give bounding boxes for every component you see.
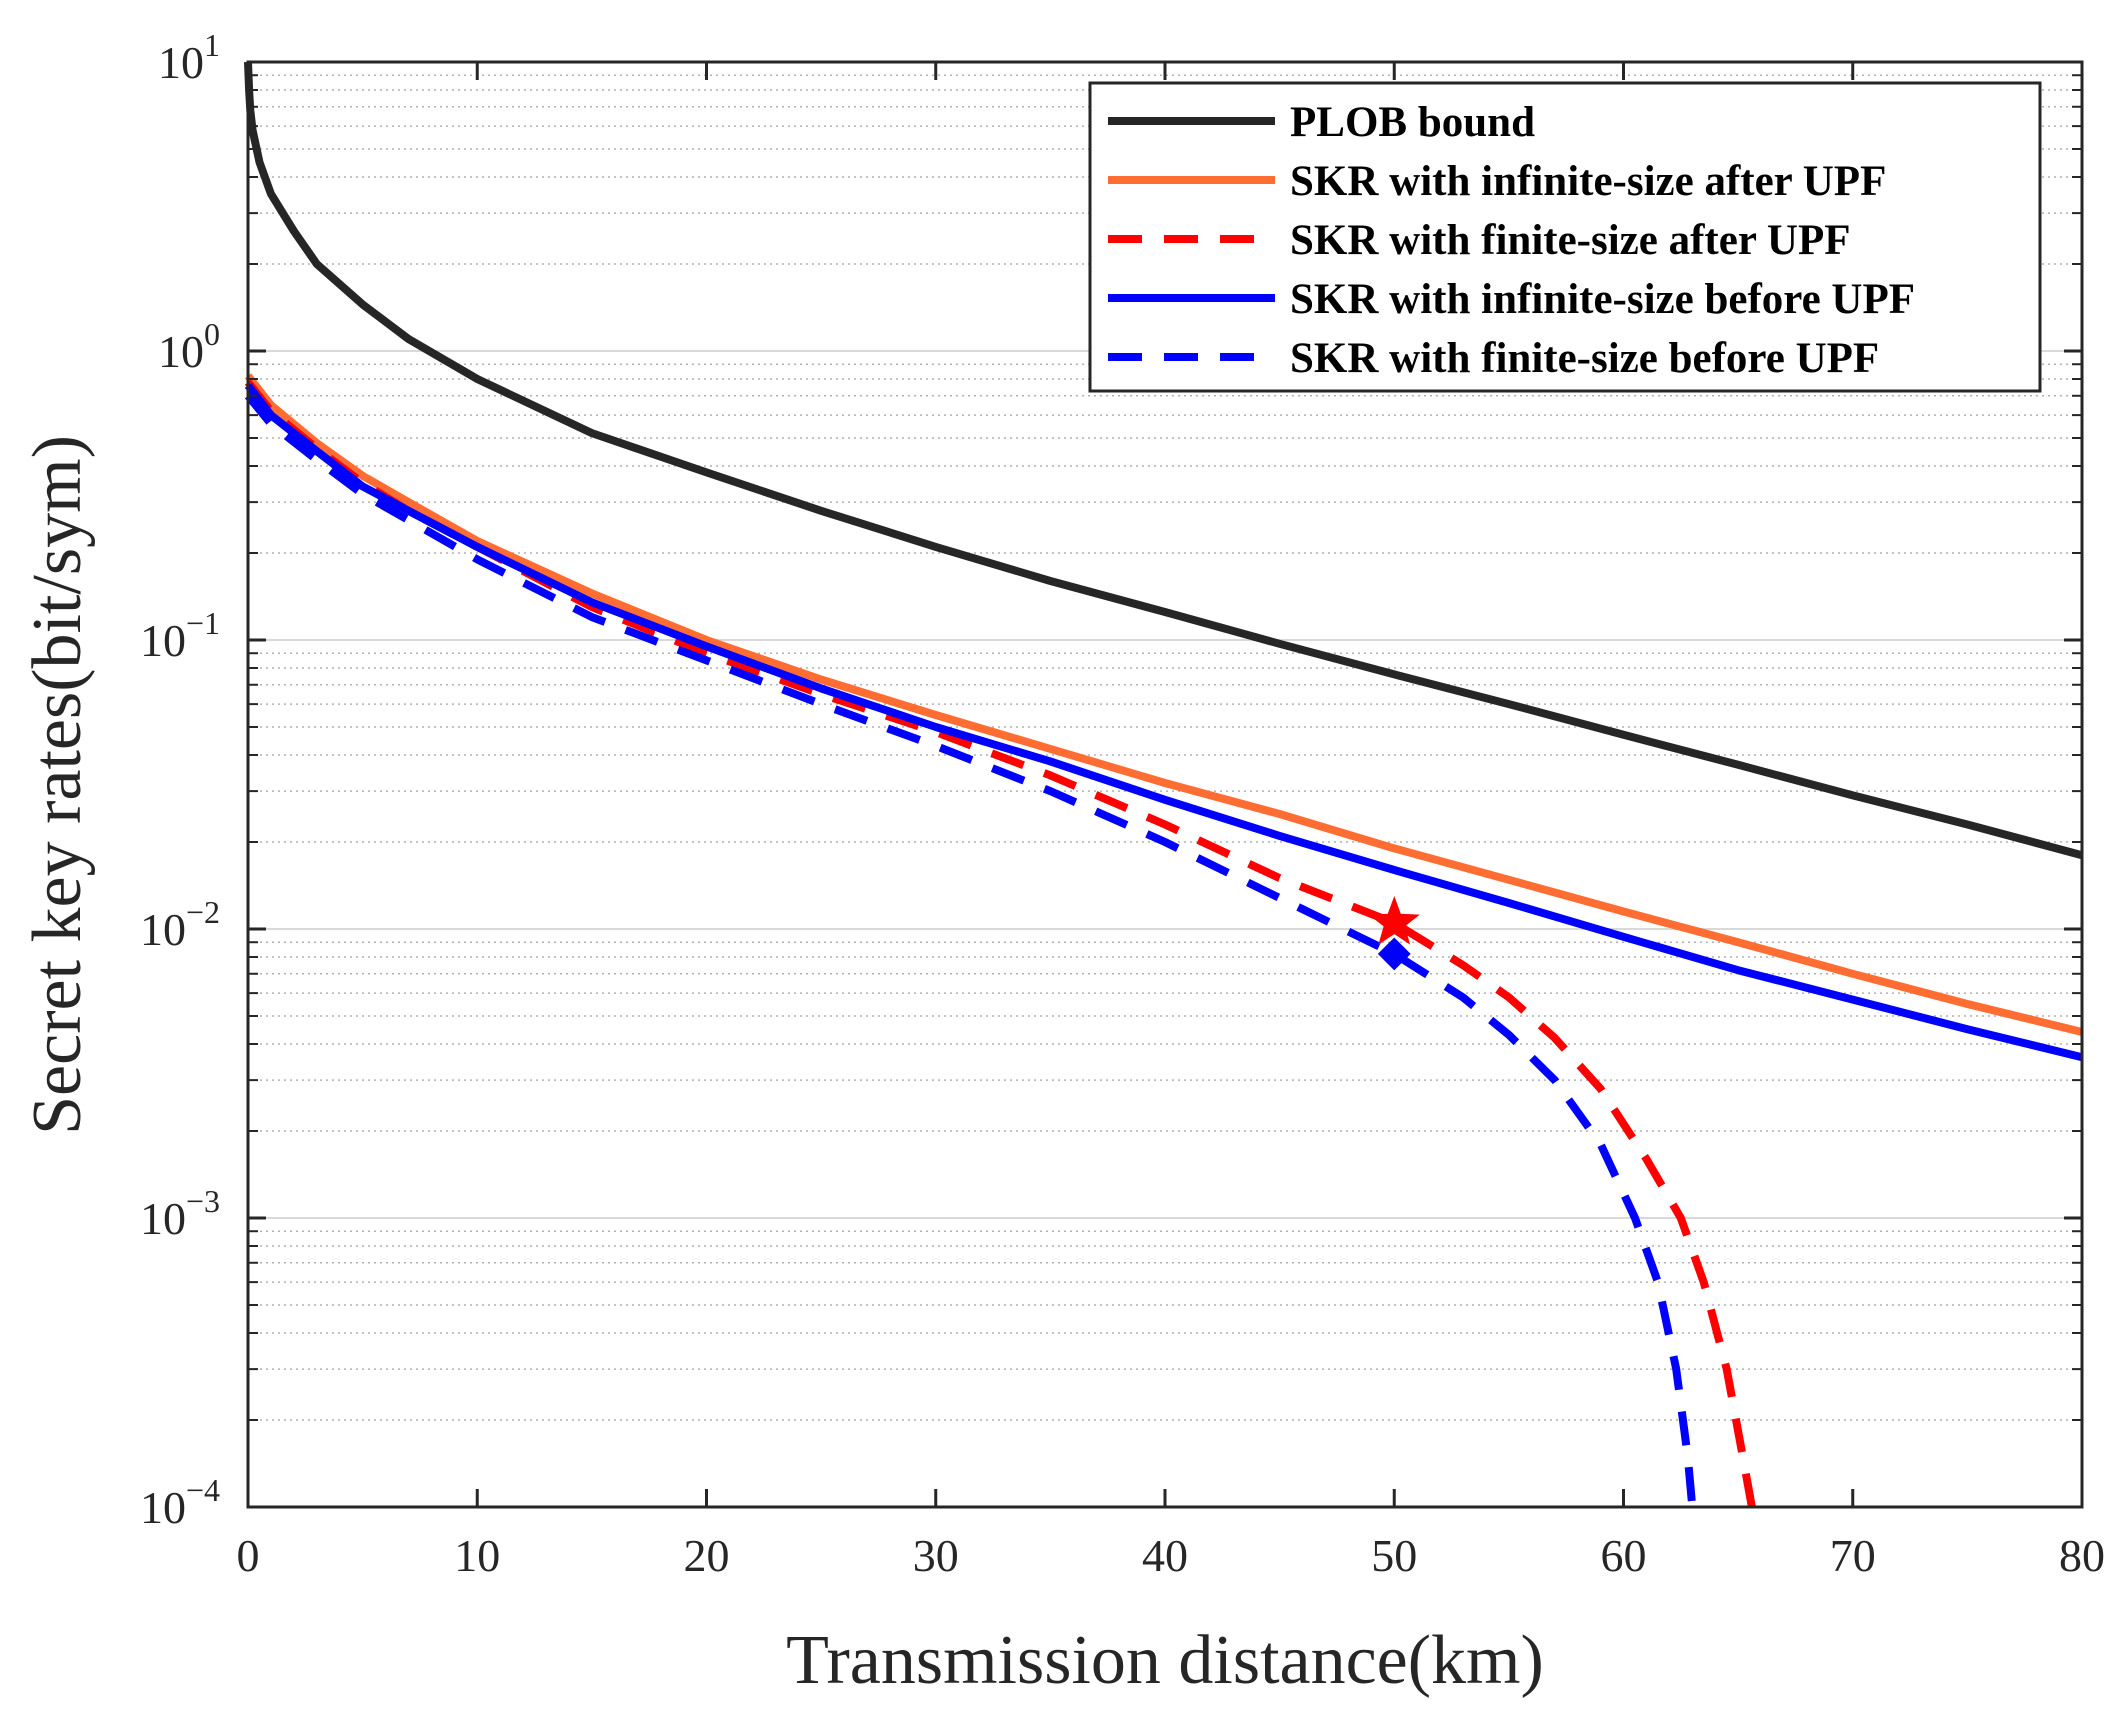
tick-layer: 101 100 10−1 10−2 10−3 10−4 0 10 20 30 40 50 60 70 80 — [140, 27, 2105, 1581]
legend-label-1: PLOB bound — [1290, 99, 1535, 146]
y-tick-label: 100 — [158, 316, 220, 377]
series-line-4 — [244, 382, 2083, 1062]
x-tick-label: 10 — [454, 1530, 500, 1581]
x-tick-label: 0 — [237, 1530, 260, 1581]
y-tick-label: 101 — [158, 27, 220, 88]
x-tick-label: 30 — [913, 1530, 959, 1581]
series-line-5 — [244, 393, 1697, 1508]
x-tick-label: 60 — [1601, 1530, 1647, 1581]
x-tick-label: 40 — [1142, 1530, 1188, 1581]
legend: PLOB bound SKR with infinite-size after U… — [1088, 81, 2042, 393]
x-axis-label: Transmission distance(km) — [786, 1622, 1544, 1699]
legend-label-4: SKR with infinite-size before UPF — [1290, 276, 1915, 323]
x-tick-label: 70 — [1830, 1530, 1876, 1581]
x-tick-label: 20 — [684, 1530, 730, 1581]
legend-label-3: SKR with finite-size after UPF — [1290, 217, 1850, 264]
marker-layer — [1368, 896, 1420, 971]
series-layer — [244, 61, 2084, 1508]
series-line-1 — [244, 61, 2084, 860]
x-tick-label: 80 — [2059, 1530, 2105, 1581]
legend-label-5: SKR with finite-size before UPF — [1290, 335, 1879, 382]
x-tick-label: 50 — [1371, 1530, 1417, 1581]
y-tick-label: 10−1 — [140, 605, 220, 666]
star-marker — [1368, 896, 1420, 945]
y-tick-label: 10−2 — [140, 894, 220, 955]
y-tick-label: 10−3 — [140, 1183, 220, 1244]
series-line-2 — [244, 373, 2083, 1036]
y-axis-label: Secret key rates(bit/sym) — [19, 435, 96, 1135]
diamond-marker — [1377, 937, 1411, 971]
y-tick-label: 10−4 — [140, 1472, 220, 1533]
legend-label-2: SKR with infinite-size after UPF — [1290, 158, 1886, 205]
